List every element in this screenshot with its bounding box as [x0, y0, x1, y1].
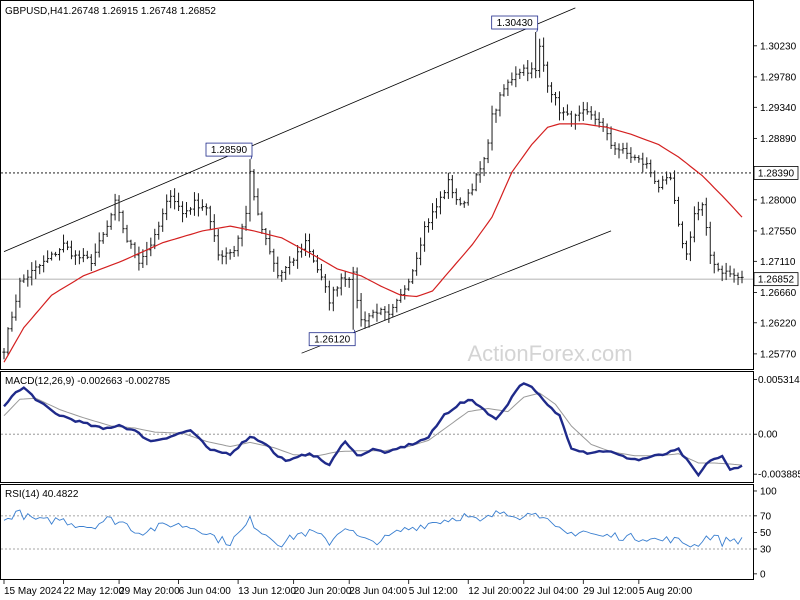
rsi-tick-label: 100 — [760, 486, 777, 497]
price-tick-label: 1.27110 — [760, 257, 796, 268]
price-annotation-leader — [536, 28, 539, 33]
x-tick-label: 20 Jun 20:00 — [294, 586, 352, 597]
price-annotation-box — [308, 332, 356, 347]
price-tick-label: 1.28890 — [760, 134, 797, 145]
price-tick-label: 1.29340 — [760, 103, 797, 114]
price-tick-label: 1.29780 — [760, 72, 797, 83]
rsi-tick-label: 70 — [760, 511, 772, 522]
price-annotation-label: 1.30430 — [497, 18, 534, 29]
x-tick-label: 29 May 20:00 — [119, 586, 180, 597]
price-annotation-box — [491, 15, 539, 30]
x-tick-label: 15 May 2024 — [4, 586, 62, 597]
x-tick-label: 28 Jun 04:00 — [349, 586, 407, 597]
price-layer: 1.28590 1.30430 1.26120 — [1, 7, 753, 363]
watermark-text: ActionForex.com — [467, 341, 632, 366]
macd-title: MACD(12,26,9) -0.002663 -0.002785 — [5, 376, 171, 387]
price-tick-label: 1.26220 — [760, 318, 797, 329]
current-price-box-label: 1.26852 — [758, 275, 795, 286]
macd-tick-label: 0.005314 — [758, 375, 800, 386]
macd-layer — [1, 382, 753, 478]
price-tick-label: 1.26660 — [760, 288, 797, 299]
price-tick-label: 1.28000 — [760, 195, 797, 206]
x-tick-label: 5 Jul 12:00 — [409, 586, 458, 597]
price-annotation-leader — [250, 155, 253, 160]
channel-upper-line — [3, 7, 576, 253]
price-tick-label: 1.27550 — [760, 226, 797, 237]
price-annotation-label: 1.28590 — [211, 145, 248, 156]
price-annotation-leader — [353, 329, 356, 333]
x-tick-label: 29 Jul 12:00 — [583, 586, 638, 597]
macd-line — [3, 382, 743, 478]
rsi-tick-label: 50 — [760, 528, 772, 539]
price-tick-label: 1.25770 — [760, 349, 797, 360]
rsi-tick-label: 30 — [760, 544, 772, 555]
macd-signal-line — [3, 392, 743, 466]
x-tick-label: 12 Jul 20:00 — [468, 586, 523, 597]
rsi-layer — [1, 509, 753, 550]
x-tick-label: 5 Aug 20:00 — [639, 586, 693, 597]
resistance-price-box-label: 1.28390 — [758, 168, 795, 179]
axis-layer: 1.30230 1.29780 1.29340 1.28890 1.28000 1.275… — [3, 41, 800, 597]
price-annotation-label: 1.26120 — [314, 335, 351, 346]
x-tick-label: 6 Jun 04:00 — [179, 586, 232, 597]
x-tick-label: 13 Jun 12:00 — [238, 586, 296, 597]
resistance-price-box — [753, 166, 799, 180]
rsi-tick-label: 0 — [760, 569, 766, 580]
rsi-line — [3, 509, 743, 548]
rsi-title: RSI(14) 40.4822 — [5, 489, 79, 500]
symbol-label: GBPUSD,H4 — [5, 6, 63, 17]
rsi-panel-frame — [0, 484, 754, 580]
price-annotation-box — [205, 142, 253, 157]
x-tick-label: 22 May 12:00 — [64, 586, 125, 597]
price-tick-label: 1.30230 — [760, 41, 797, 52]
ohlc-label: 1.26748 1.26915 1.26748 1.26852 — [63, 6, 216, 17]
x-tick-label: 22 Jul 04:00 — [524, 586, 579, 597]
macd-tick-label: 0.00 — [758, 430, 778, 441]
moving-average-line — [3, 123, 743, 363]
current-price-box — [753, 272, 799, 287]
macd-tick-label: -0.003885 — [758, 470, 800, 481]
